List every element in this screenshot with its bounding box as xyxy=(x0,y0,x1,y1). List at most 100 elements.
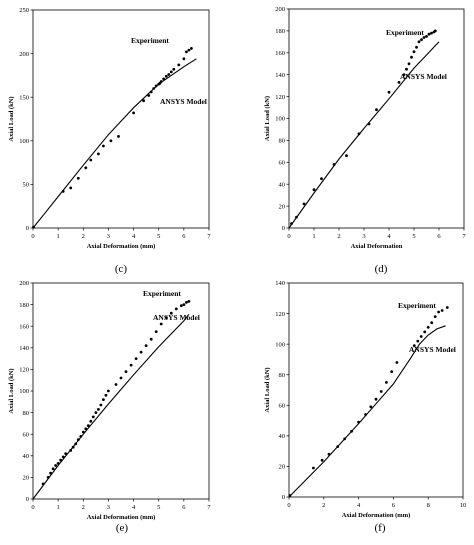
x-tick-label: 2 xyxy=(337,233,340,240)
y-tick-label: 80 xyxy=(279,138,286,145)
experiment-point xyxy=(425,35,428,38)
x-tick-label: 7 xyxy=(207,233,211,240)
experiment-point xyxy=(142,99,146,103)
y-tick-label: 80 xyxy=(279,372,286,379)
y-tick-label: 180 xyxy=(275,28,285,35)
y-tick-label: 60 xyxy=(279,160,286,167)
y-tick-label: 140 xyxy=(19,345,29,352)
experiment-point xyxy=(119,376,123,380)
panel-label: (c) xyxy=(115,263,128,275)
x-tick-label: 3 xyxy=(107,233,110,240)
experiment-point xyxy=(177,63,181,67)
x-tick-label: 8 xyxy=(427,502,430,509)
experiment-point xyxy=(410,55,413,59)
x-tick-label: 1 xyxy=(312,233,315,240)
series-label-ansys-model: ANSYS Model xyxy=(400,72,447,81)
experiment-point xyxy=(387,90,391,94)
y-tick-label: 200 xyxy=(19,280,29,287)
experiment-point xyxy=(164,316,168,319)
panel-label: (f) xyxy=(375,522,386,534)
experiment-point xyxy=(174,307,178,311)
experiment-point xyxy=(433,315,437,318)
x-tick-label: 4 xyxy=(132,233,136,240)
experiment-point xyxy=(132,111,136,115)
y-tick-label: 0 xyxy=(26,225,29,232)
series-label-experiment: Experiment xyxy=(386,28,424,37)
experiment-point xyxy=(397,81,401,84)
y-tick-label: 20 xyxy=(279,464,286,471)
panel-label: (d) xyxy=(375,263,388,275)
experiment-point xyxy=(427,32,431,36)
experiment-point xyxy=(375,108,378,112)
y-tick-label: 50 xyxy=(23,182,30,189)
experiment-point xyxy=(374,397,378,401)
x-tick-label: 10 xyxy=(460,502,467,509)
x-tick-label: 6 xyxy=(182,233,186,240)
x-tick-label: 6 xyxy=(437,233,441,240)
x-axis-label: Axial Deformation (mm) xyxy=(87,243,156,250)
series-line-ansys-model xyxy=(288,325,446,498)
y-tick-label: 40 xyxy=(23,453,30,460)
y-tick-label: 0 xyxy=(282,494,285,501)
experiment-point xyxy=(169,70,173,74)
experiment-point xyxy=(187,48,191,52)
experiment-point xyxy=(104,393,108,397)
experiment-point xyxy=(164,74,168,78)
y-tick-label: 120 xyxy=(19,367,29,374)
x-tick-label: 6 xyxy=(392,502,396,509)
x-tick-label: 4 xyxy=(132,504,136,511)
experiment-point xyxy=(99,403,103,407)
y-tick-label: 180 xyxy=(19,302,29,309)
experiment-point xyxy=(51,467,55,471)
experiment-point xyxy=(345,154,348,158)
experiment-point xyxy=(134,357,138,360)
experiment-point xyxy=(415,45,418,49)
experiment-point xyxy=(169,311,173,315)
x-tick-label: 3 xyxy=(362,233,365,240)
experiment-point xyxy=(405,67,408,71)
x-tick-label: 1 xyxy=(57,504,60,511)
x-tick-label: 5 xyxy=(157,233,160,240)
experiment-point xyxy=(312,188,316,192)
experiment-point xyxy=(149,337,153,341)
x-tick-label: 5 xyxy=(157,504,160,511)
panel-label: (e) xyxy=(116,522,129,534)
y-tick-label: 120 xyxy=(275,311,285,318)
plot-frame xyxy=(32,9,210,229)
experiment-point xyxy=(54,464,57,467)
experiment-point xyxy=(185,301,188,304)
experiment-point xyxy=(433,29,437,33)
experiment-point xyxy=(420,38,423,42)
x-tick-label: 7 xyxy=(462,233,466,240)
y-tick-label: 20 xyxy=(23,475,30,482)
experiment-point xyxy=(167,73,171,76)
experiment-point xyxy=(412,50,416,54)
experiment-point xyxy=(185,50,188,54)
experiment-point xyxy=(144,344,148,347)
y-tick-label: 60 xyxy=(23,431,30,438)
x-tick-label: 4 xyxy=(387,233,391,240)
experiment-point xyxy=(84,166,88,170)
experiment-point xyxy=(422,36,426,39)
experiment-point xyxy=(86,424,90,427)
experiment-point xyxy=(64,452,68,455)
series-label-experiment: Experiment xyxy=(131,36,169,45)
experiment-point xyxy=(416,339,420,343)
y-tick-label: 100 xyxy=(19,388,29,395)
y-tick-label: 100 xyxy=(19,138,29,145)
series-line-ansys-model xyxy=(32,58,197,229)
experiment-point xyxy=(182,303,186,306)
y-tick-label: 20 xyxy=(279,203,286,210)
y-axis-label: Axial Load (kN) xyxy=(8,96,15,141)
experiment-point xyxy=(114,383,118,386)
experiment-point xyxy=(423,330,427,334)
experiment-point xyxy=(369,405,373,409)
x-tick-label: 0 xyxy=(31,504,34,511)
y-tick-label: 250 xyxy=(19,7,29,14)
experiment-point xyxy=(440,309,444,312)
experiment-point xyxy=(312,466,315,470)
plot-frame xyxy=(288,282,464,498)
x-tick-label: 6 xyxy=(182,504,186,511)
experiment-point xyxy=(385,381,388,384)
y-tick-label: 0 xyxy=(282,225,285,232)
